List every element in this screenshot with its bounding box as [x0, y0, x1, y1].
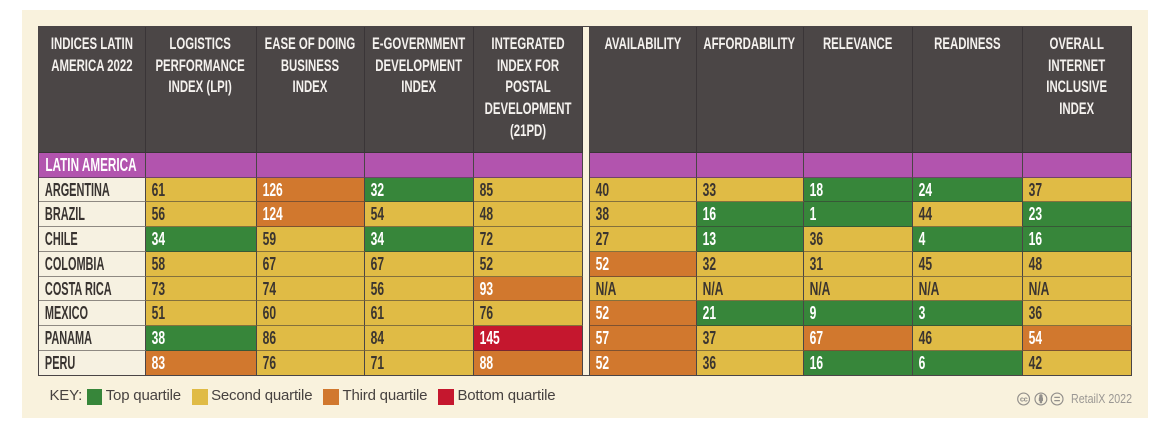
svg-text:cc: cc: [1020, 394, 1028, 403]
